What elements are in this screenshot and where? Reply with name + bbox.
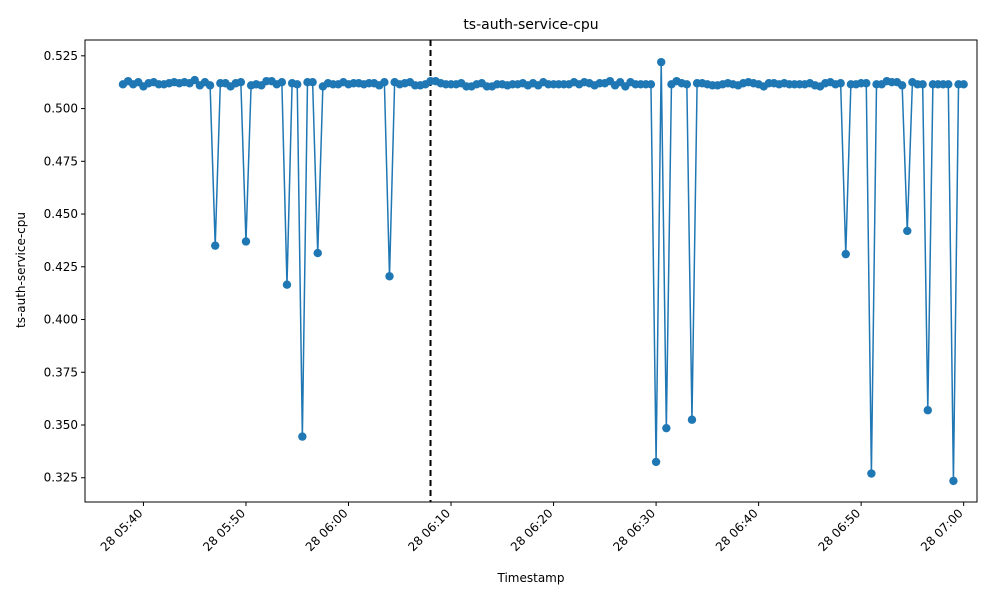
data-point	[313, 248, 322, 258]
data-point	[380, 77, 389, 87]
x-axis-label: Timestamp	[497, 571, 565, 585]
y-axis-label: ts-auth-service-cpu	[14, 212, 28, 328]
y-tick-label: 0.475	[44, 154, 78, 168]
y-tick-label: 0.450	[44, 207, 78, 221]
data-point	[662, 423, 671, 433]
data-point	[903, 226, 912, 236]
data-point	[841, 249, 850, 259]
data-point	[205, 81, 215, 90]
plot-background	[85, 40, 977, 502]
data-point	[918, 80, 927, 89]
data-point	[236, 77, 246, 87]
y-tick-label: 0.400	[44, 313, 78, 327]
data-point	[949, 476, 958, 486]
plot-frame	[84, 39, 978, 503]
data-point	[277, 77, 287, 87]
plot-area	[85, 40, 977, 502]
data-point	[298, 432, 307, 441]
y-tick-label: 0.350	[44, 418, 78, 432]
data-point	[944, 80, 953, 89]
data-point	[687, 415, 697, 424]
data-point	[241, 237, 251, 246]
data-point	[959, 80, 968, 89]
data-point	[282, 280, 292, 289]
data-point	[657, 57, 666, 67]
y-tick-label: 0.425	[44, 260, 78, 274]
chart-title: ts-auth-service-cpu	[463, 17, 598, 33]
data-point	[862, 79, 871, 88]
data-point	[836, 79, 845, 88]
data-point	[385, 272, 394, 281]
data-point	[867, 469, 876, 478]
data-point	[190, 75, 199, 85]
data-series	[118, 57, 968, 486]
data-point	[682, 80, 692, 89]
data-point	[897, 81, 907, 90]
data-point	[293, 80, 302, 89]
y-tick-label: 0.500	[44, 102, 78, 116]
data-point	[651, 457, 661, 467]
data-point	[308, 77, 317, 87]
data-point	[211, 241, 220, 250]
y-tick-label: 0.525	[44, 49, 78, 63]
y-tick-label: 0.375	[44, 365, 78, 379]
data-point	[646, 80, 656, 89]
data-point	[923, 406, 932, 415]
y-tick-label: 0.325	[44, 471, 78, 485]
